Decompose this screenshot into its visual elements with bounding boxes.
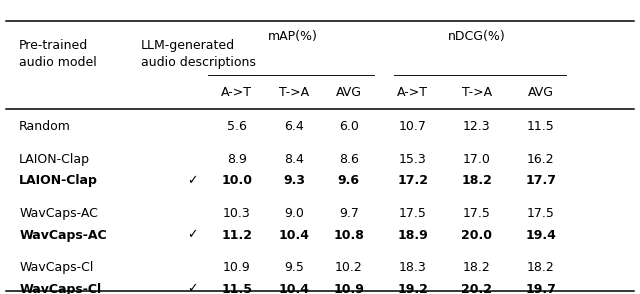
Text: 17.0: 17.0 [463,153,491,166]
Text: AVG: AVG [336,86,362,99]
Text: T->A: T->A [279,86,310,99]
Text: ✓: ✓ [187,228,197,242]
Text: 9.5: 9.5 [284,261,305,274]
Text: 9.7: 9.7 [339,207,359,220]
Text: 10.0: 10.0 [221,174,252,188]
Text: 11.2: 11.2 [221,228,252,242]
Text: 17.7: 17.7 [525,174,556,188]
Text: 18.3: 18.3 [399,261,427,274]
Text: 16.2: 16.2 [527,153,555,166]
Text: WavCaps-Cl: WavCaps-Cl [19,261,93,274]
Text: 17.5: 17.5 [463,207,491,220]
Text: 10.2: 10.2 [335,261,363,274]
Text: LAION-Clap: LAION-Clap [19,153,90,166]
Text: 6.0: 6.0 [339,120,359,133]
Text: ✓: ✓ [187,283,197,294]
Text: WavCaps-Cl: WavCaps-Cl [19,283,101,294]
Text: 19.7: 19.7 [525,283,556,294]
Text: 15.3: 15.3 [399,153,427,166]
Text: 8.4: 8.4 [284,153,305,166]
Text: 8.9: 8.9 [227,153,247,166]
Text: mAP(%): mAP(%) [268,30,317,43]
Text: 20.0: 20.0 [461,228,492,242]
Text: 12.3: 12.3 [463,120,491,133]
Text: 18.2: 18.2 [527,261,555,274]
Text: 20.2: 20.2 [461,283,492,294]
Text: 11.5: 11.5 [527,120,555,133]
Text: LAION-Clap: LAION-Clap [19,174,98,188]
Text: WavCaps-AC: WavCaps-AC [19,228,107,242]
Text: A->T: A->T [397,86,428,99]
Text: 18.2: 18.2 [463,261,491,274]
Text: LLM-generated
audio descriptions: LLM-generated audio descriptions [141,39,255,69]
Text: nDCG(%): nDCG(%) [448,30,506,43]
Text: 10.4: 10.4 [279,283,310,294]
Text: 11.5: 11.5 [221,283,252,294]
Text: 17.2: 17.2 [397,174,428,188]
Text: 10.3: 10.3 [223,207,251,220]
Text: 5.6: 5.6 [227,120,247,133]
Text: 10.7: 10.7 [399,120,427,133]
Text: 9.3: 9.3 [284,174,305,188]
Text: 9.0: 9.0 [284,207,305,220]
Text: 10.9: 10.9 [333,283,364,294]
Text: 19.4: 19.4 [525,228,556,242]
Text: 18.2: 18.2 [461,174,492,188]
Text: 18.9: 18.9 [397,228,428,242]
Text: 10.9: 10.9 [223,261,251,274]
Text: Pre-trained
audio model: Pre-trained audio model [19,39,97,69]
Text: 10.4: 10.4 [279,228,310,242]
Text: T->A: T->A [461,86,492,99]
Text: 10.8: 10.8 [333,228,364,242]
Text: 17.5: 17.5 [527,207,555,220]
Text: ✓: ✓ [187,174,197,188]
Text: 17.5: 17.5 [399,207,427,220]
Text: 6.4: 6.4 [285,120,304,133]
Text: WavCaps-AC: WavCaps-AC [19,207,98,220]
Text: 8.6: 8.6 [339,153,359,166]
Text: AVG: AVG [528,86,554,99]
Text: 9.6: 9.6 [338,174,360,188]
Text: 19.2: 19.2 [397,283,428,294]
Text: A->T: A->T [221,86,252,99]
Text: Random: Random [19,120,71,133]
